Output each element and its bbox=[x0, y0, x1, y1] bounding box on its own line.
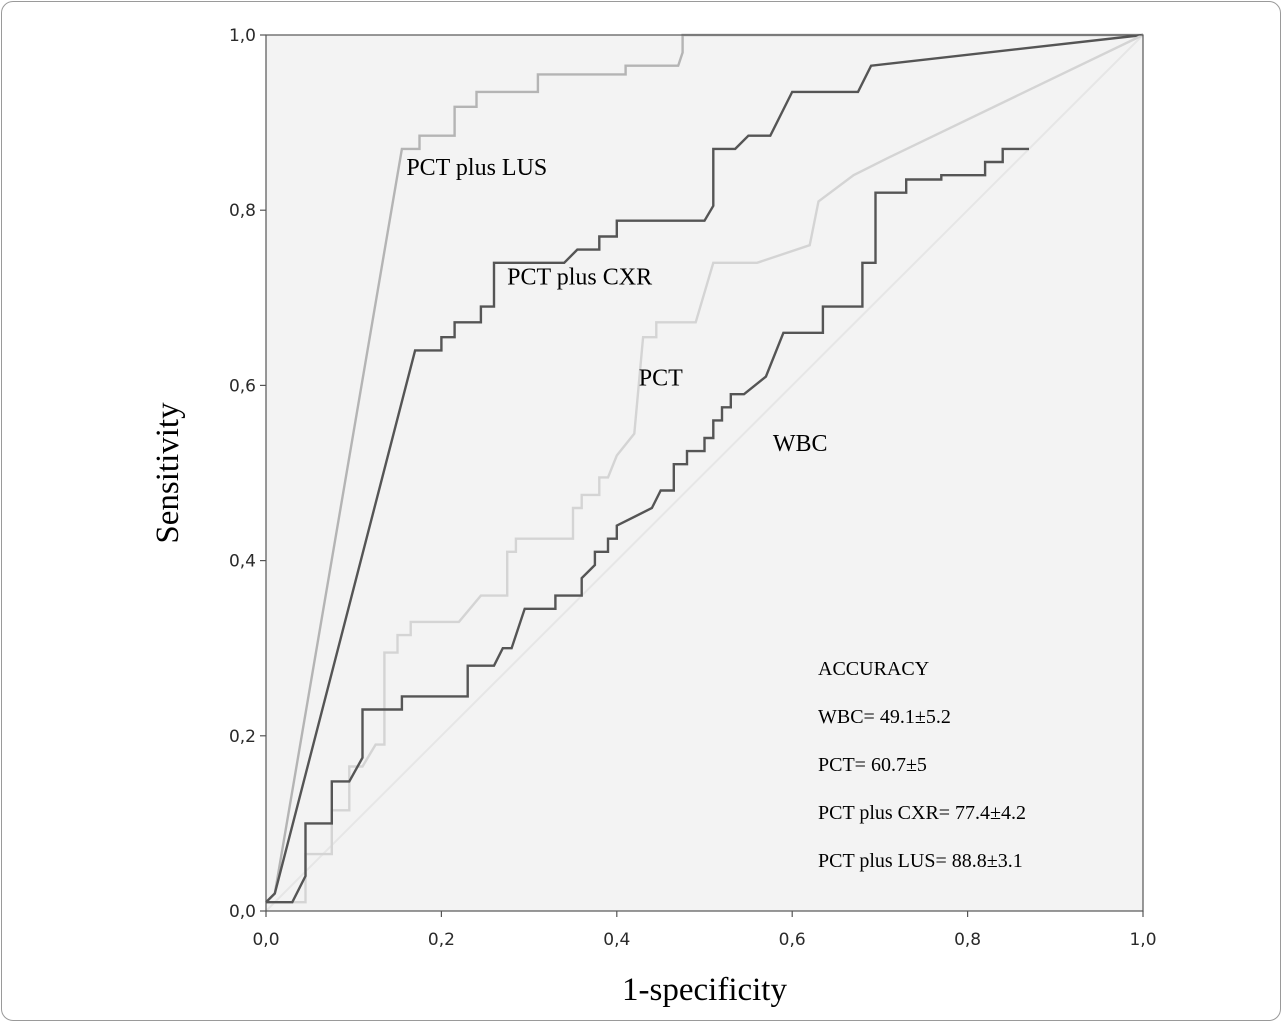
y-axis-ticks: 0,0 0,2 0,4 0,6 0,8 1,0 bbox=[229, 26, 266, 922]
accuracy-line: WBC= 49.1±5.2 bbox=[818, 706, 951, 728]
x-tick-label: 0,2 bbox=[428, 930, 455, 950]
series-layer bbox=[265, 33, 1144, 904]
y-tick-label: 0,2 bbox=[229, 727, 256, 747]
series-labels: PCT plus LUS PCT plus CXR PCT WBC bbox=[406, 155, 827, 457]
x-tick-label: 0,8 bbox=[954, 930, 981, 950]
plot-border bbox=[265, 34, 1144, 912]
series-label-pct-plus-cxr: PCT plus CXR bbox=[507, 265, 652, 291]
y-axis-title: Sensitivity bbox=[150, 402, 186, 544]
series-line-wbc bbox=[266, 147, 1029, 904]
y-tick-label: 1,0 bbox=[229, 26, 256, 46]
series-label-pct: PCT bbox=[639, 365, 683, 391]
accuracy-heading: ACCURACY bbox=[818, 658, 929, 680]
y-tick-label: 0,4 bbox=[229, 552, 256, 572]
series-label-wbc: WBC bbox=[773, 431, 828, 457]
y-tick-label: 0,8 bbox=[229, 201, 256, 221]
series-line-pct-plus-cxr bbox=[265, 33, 1144, 904]
accuracy-line: PCT plus LUS= 88.8±3.1 bbox=[818, 850, 1023, 872]
accuracy-line: PCT= 60.7±5 bbox=[818, 754, 927, 776]
reference-diagonal bbox=[265, 34, 1144, 912]
x-tick-label: 0,6 bbox=[779, 930, 806, 950]
accuracy-line: PCT plus CXR= 77.4±4.2 bbox=[818, 802, 1026, 824]
series-line-pct-plus-lus bbox=[265, 33, 1143, 904]
accuracy-annotation: ACCURACY WBC= 49.1±5.2 PCT= 60.7±5 PCT plus… bbox=[818, 658, 1026, 872]
x-axis-ticks: 0,0 0,2 0,4 0,6 0,8 1,0 bbox=[252, 911, 1157, 950]
series-label-pct-plus-lus: PCT plus LUS bbox=[406, 155, 547, 181]
x-tick-label: 1,0 bbox=[1129, 930, 1156, 950]
x-tick-label: 0,4 bbox=[603, 930, 630, 950]
x-tick-label: 0,0 bbox=[252, 930, 279, 950]
y-tick-label: 0,6 bbox=[229, 376, 256, 396]
y-tick-label: 0,0 bbox=[229, 902, 256, 922]
x-axis-title: 1-specificity bbox=[622, 972, 787, 1007]
